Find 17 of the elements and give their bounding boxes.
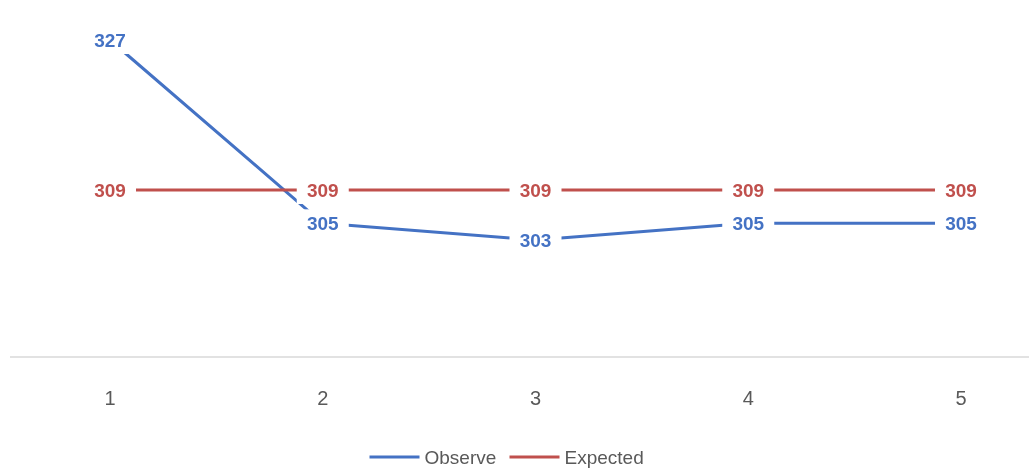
data-label: 309 [519,179,552,201]
data-label: 305 [732,212,765,234]
data-label: 305 [945,212,978,234]
data-label: 303 [519,229,552,251]
data-label: 309 [945,179,977,201]
data-label: 309 [306,179,339,201]
x-tick-label: 5 [955,387,967,409]
data-label: 309 [94,179,126,201]
data-label: 309 [732,179,765,201]
data-label: 305 [306,212,340,234]
x-tick-label: 2 [317,387,329,409]
legend-label: Observe [424,446,497,468]
x-tick-label: 4 [742,387,754,409]
x-tick-label: 3 [529,387,542,409]
x-tick-label: 1 [104,387,116,409]
data-label: 327 [94,29,126,51]
legend-label: Expected [564,446,644,468]
